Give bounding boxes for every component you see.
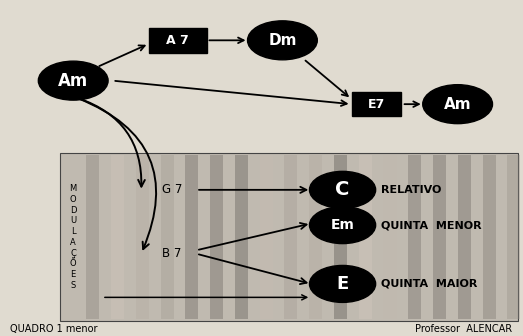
Text: Am: Am <box>58 72 88 90</box>
Text: QUINTA  MENOR: QUINTA MENOR <box>381 220 481 230</box>
Ellipse shape <box>310 265 376 302</box>
Text: Dm: Dm <box>268 33 297 48</box>
FancyBboxPatch shape <box>259 155 272 319</box>
Text: QUINTA  MAIOR: QUINTA MAIOR <box>381 279 477 289</box>
FancyBboxPatch shape <box>86 155 99 319</box>
Ellipse shape <box>310 207 376 244</box>
FancyBboxPatch shape <box>285 155 298 319</box>
Text: Am: Am <box>444 97 471 112</box>
Text: RELATIVO: RELATIVO <box>381 185 441 195</box>
FancyBboxPatch shape <box>383 155 396 319</box>
Text: E7: E7 <box>368 98 385 111</box>
FancyBboxPatch shape <box>483 155 496 319</box>
FancyBboxPatch shape <box>161 155 174 319</box>
Ellipse shape <box>38 61 108 100</box>
FancyBboxPatch shape <box>359 155 372 319</box>
FancyBboxPatch shape <box>235 155 248 319</box>
Text: G 7: G 7 <box>162 183 183 196</box>
FancyBboxPatch shape <box>149 28 207 53</box>
FancyBboxPatch shape <box>60 153 518 321</box>
Text: Professor  ALENCAR: Professor ALENCAR <box>415 324 513 334</box>
FancyBboxPatch shape <box>351 92 402 116</box>
FancyBboxPatch shape <box>433 155 446 319</box>
FancyBboxPatch shape <box>458 155 471 319</box>
Ellipse shape <box>423 85 493 124</box>
FancyBboxPatch shape <box>136 155 149 319</box>
FancyBboxPatch shape <box>507 155 520 319</box>
FancyBboxPatch shape <box>334 155 347 319</box>
FancyBboxPatch shape <box>210 155 223 319</box>
Text: M
O
D
U
L
A
Ç
Õ
E
S: M O D U L A Ç Õ E S <box>70 184 77 290</box>
Text: A 7: A 7 <box>166 34 189 47</box>
Text: QUADRO 1 menor: QUADRO 1 menor <box>10 324 98 334</box>
Ellipse shape <box>247 21 317 60</box>
Text: E: E <box>336 275 349 293</box>
FancyBboxPatch shape <box>111 155 124 319</box>
Text: Em: Em <box>331 218 355 232</box>
Text: B 7: B 7 <box>162 247 181 260</box>
Ellipse shape <box>310 171 376 208</box>
FancyBboxPatch shape <box>185 155 198 319</box>
FancyBboxPatch shape <box>408 155 422 319</box>
Text: C: C <box>335 180 350 199</box>
FancyBboxPatch shape <box>309 155 322 319</box>
